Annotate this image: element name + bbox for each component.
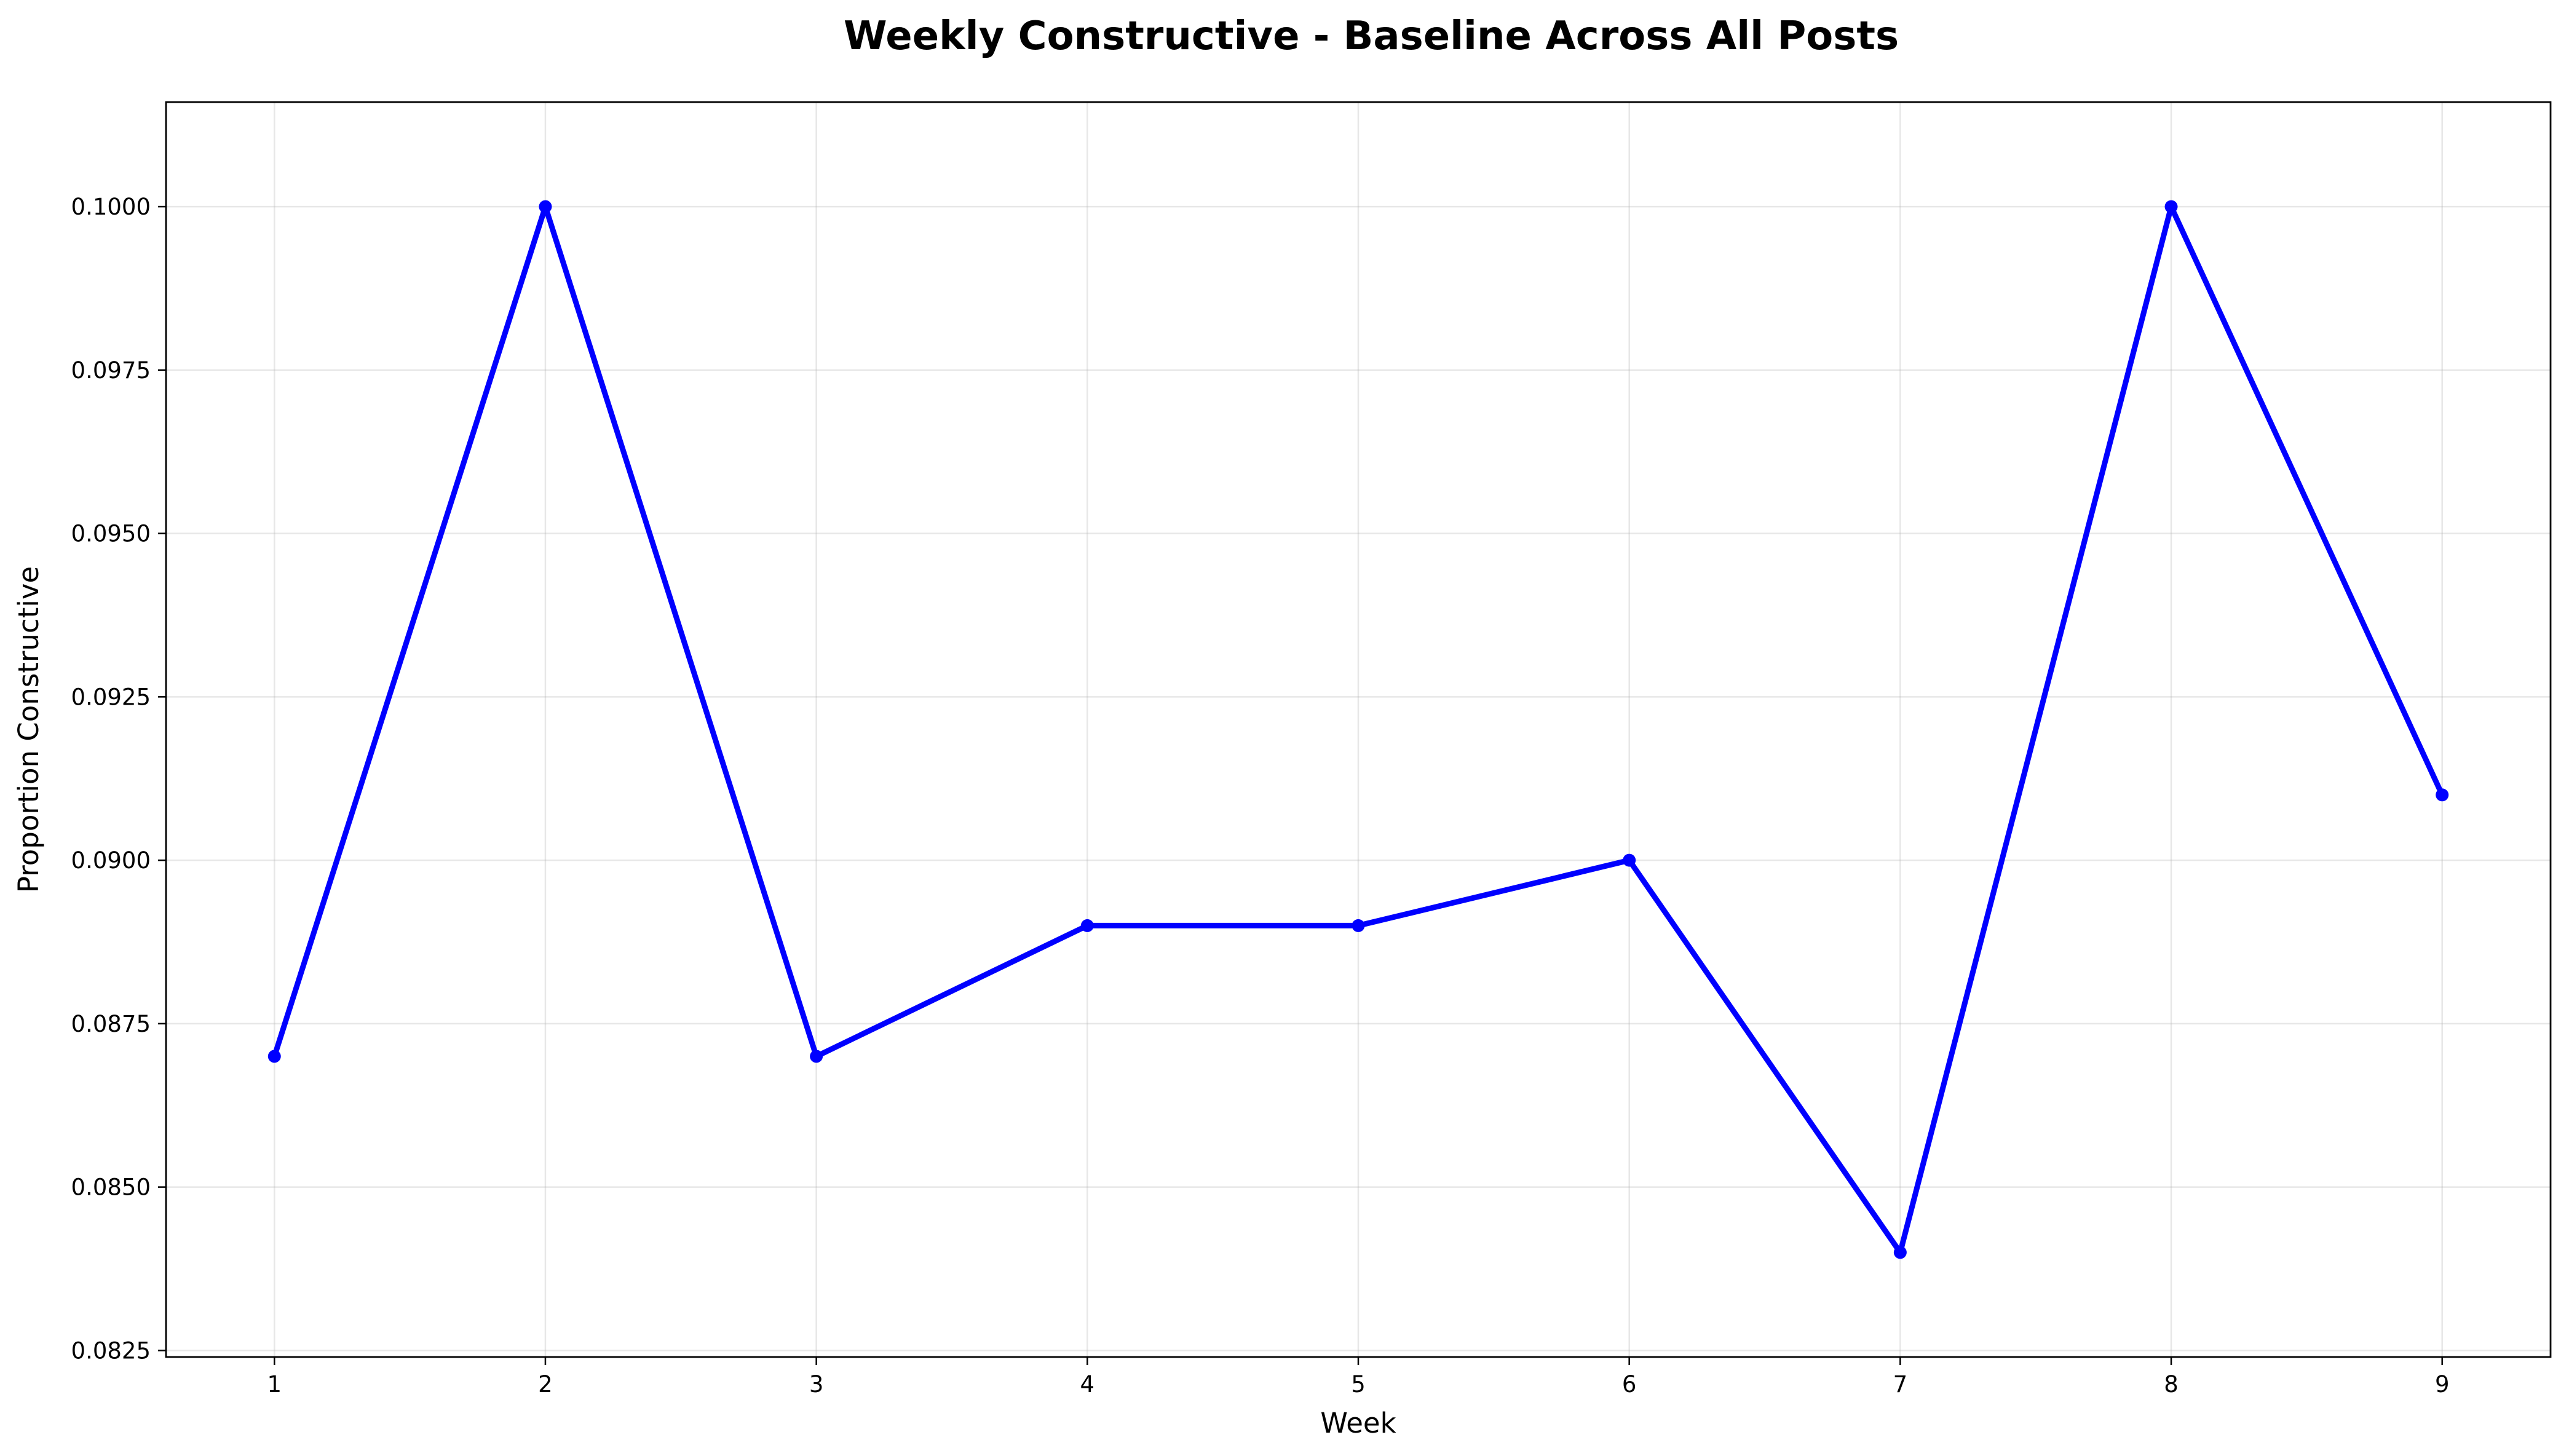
data-point [1080,919,1094,932]
y-tick-label: 0.0975 [71,357,151,384]
x-tick-label: 7 [1893,1371,1908,1398]
plot-area [165,101,2552,1358]
y-tick-label: 0.0950 [71,521,151,547]
series-layer [267,200,2449,1259]
y-axis: 0.0825 0.0850 0.0875 0.0900 0.0925 0.0950 0.09… [71,194,166,1364]
x-tick-label: 1 [267,1371,282,1398]
chart-title: Weekly Constructive - Baseline Across Al… [844,14,1899,59]
x-tick-label: 8 [2164,1371,2179,1398]
y-tick-label: 0.0900 [71,847,151,874]
y-tick-label: 0.1000 [71,194,151,220]
grid-layer [166,102,2551,1357]
x-tick-label: 2 [538,1371,553,1398]
x-tick-label: 9 [2435,1371,2450,1398]
y-tick-label: 0.0850 [71,1174,151,1201]
x-axis: 1 2 3 4 5 6 7 8 9 [267,1357,2450,1398]
y-tick-label: 0.0925 [71,684,151,710]
x-tick-label: 3 [809,1371,824,1398]
x-tick-label: 5 [1351,1371,1366,1398]
data-point [539,200,552,213]
y-tick-label: 0.0825 [71,1337,151,1364]
data-point [1352,919,1365,932]
y-axis-label: Proportion Constructive [12,566,45,893]
x-tick-label: 6 [1622,1371,1637,1398]
data-point [2164,200,2178,213]
x-axis-label: Week [1320,1407,1396,1439]
data-point [1893,1246,1907,1259]
data-point [1623,853,1636,867]
data-point [267,1050,281,1063]
data-point [810,1050,823,1063]
x-tick-label: 4 [1080,1371,1095,1398]
data-point [2436,788,2449,802]
y-tick-label: 0.0875 [71,1011,151,1037]
